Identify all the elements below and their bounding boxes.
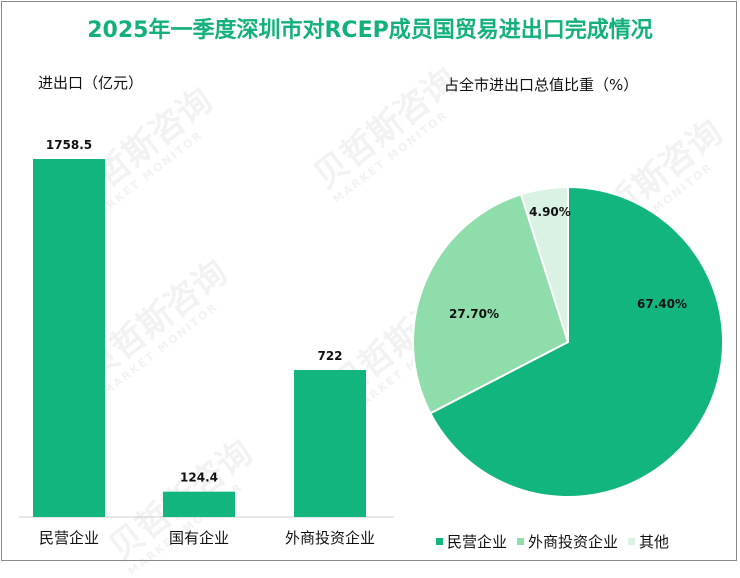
bar-3	[294, 370, 366, 517]
legend-item: 民营企业	[436, 531, 507, 552]
legend-label: 民营企业	[447, 533, 508, 551]
pie-value-label: 67.40%	[637, 297, 687, 311]
legend-swatch	[517, 538, 525, 545]
pie-slice-2	[412, 193, 570, 415]
pie-legend: 民营企业 外商投资企业 其他	[436, 531, 669, 552]
legend-item: 其他	[628, 531, 669, 552]
legend-label: 其他	[639, 533, 670, 551]
bar-category-label: 民营企业	[39, 529, 99, 547]
pie-value-label: 27.70%	[449, 307, 499, 321]
legend-label: 外商投资企业	[528, 533, 619, 551]
pie-slice-1	[428, 185, 724, 498]
bar-2	[163, 491, 235, 517]
pie-slice-3	[519, 185, 569, 343]
bar-value-label: 1758.5	[46, 138, 92, 152]
legend-swatch	[436, 538, 443, 545]
bar-value-label: 124.4	[180, 471, 218, 485]
bar-category-label: 外商投资企业	[285, 529, 375, 547]
chart-title: 2025年一季度深圳市对RCEP成员国贸易进出口完成情况	[87, 18, 653, 43]
bar-value-label: 722	[317, 349, 342, 363]
legend-item: 外商投资企业	[517, 531, 618, 552]
bar-1	[33, 159, 105, 517]
bar-category-label: 国有企业	[169, 529, 229, 547]
pie-chart-title: 占全市进出口总值比重（%）	[444, 76, 639, 94]
pie-value-label: 4.90%	[529, 205, 571, 219]
legend-swatch	[628, 538, 636, 545]
bar-chart-title: 进出口（亿元）	[38, 74, 144, 92]
chart-canvas: 1758.5 民营企业 124.4 国有企业 722 外商投资企业 67.40% 27.70%…	[19, 138, 724, 547]
